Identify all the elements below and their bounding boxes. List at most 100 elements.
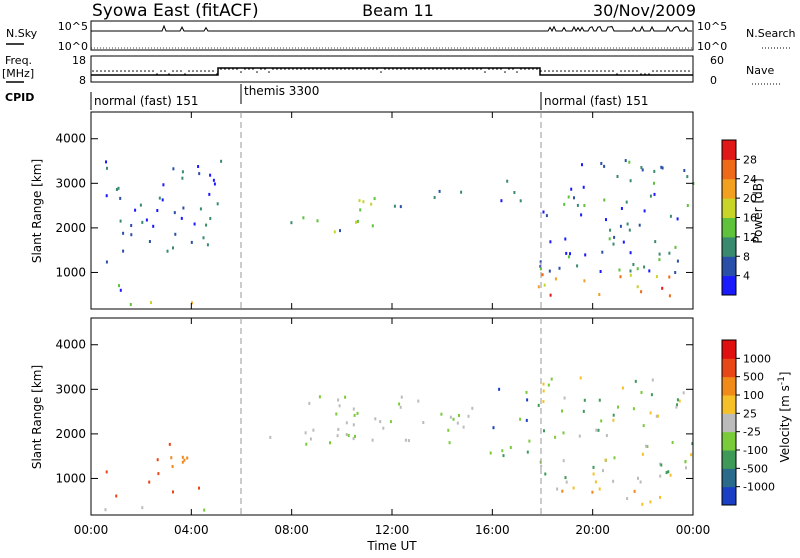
nave-dot: [308, 68, 310, 70]
colorbar-tick-label: 1000: [743, 352, 771, 365]
nave-dot: [376, 68, 378, 70]
data-cell: [690, 453, 693, 457]
data-cell: [595, 428, 598, 432]
data-cell: [582, 185, 585, 189]
data-cell: [352, 407, 355, 411]
colorbar-swatch: [722, 178, 736, 199]
data-cell: [173, 211, 176, 215]
nave-dot: [140, 70, 142, 72]
data-cell: [639, 480, 642, 484]
data-cell: [166, 249, 169, 253]
data-cell: [171, 465, 174, 468]
nave-dot: [552, 70, 554, 72]
data-cell: [592, 465, 595, 469]
nave-dot: [656, 70, 658, 72]
time-tick-label: 04:00: [174, 523, 209, 537]
nave-dot: [320, 68, 322, 70]
data-cell: [646, 445, 649, 448]
data-cell: [549, 293, 552, 297]
data-cell: [181, 170, 184, 174]
nave-dot: [496, 68, 498, 70]
colorbar-swatch: [722, 275, 736, 296]
nave-dot: [480, 68, 482, 70]
nave-dot: [592, 70, 594, 72]
nave-label: Nave: [746, 64, 774, 77]
data-cell: [554, 435, 557, 439]
nave-dot: [128, 70, 130, 72]
data-cell: [513, 191, 516, 194]
data-cell: [333, 230, 336, 234]
nave-dot: [428, 68, 430, 70]
nave-dot: [516, 71, 518, 73]
data-cell: [526, 450, 529, 454]
data-cell: [619, 224, 622, 228]
colorbar-tick-label: 500: [743, 371, 764, 384]
data-cell: [182, 206, 185, 210]
nave-dot: [644, 73, 646, 75]
nave-dot: [452, 68, 454, 70]
nave-dot: [396, 68, 398, 70]
data-cell: [150, 301, 152, 305]
data-cell: [489, 451, 492, 455]
data-cell: [206, 243, 209, 247]
nave-dot: [164, 70, 166, 72]
data-cell: [613, 235, 616, 239]
data-cell: [542, 400, 545, 404]
data-cell: [671, 441, 674, 444]
data-cell: [337, 398, 340, 402]
data-cell: [564, 476, 567, 480]
nave-dot: [352, 68, 354, 70]
nave-dot: [572, 70, 574, 72]
nave-dot: [628, 70, 630, 72]
data-cell: [657, 414, 659, 418]
data-cell: [582, 409, 585, 413]
data-cell: [668, 251, 671, 255]
colorbar-swatch: [722, 450, 736, 469]
nave-dot: [564, 70, 566, 72]
data-cell: [373, 197, 376, 201]
data-cell: [205, 223, 208, 227]
data-cell: [542, 382, 545, 386]
nave-dot: [424, 68, 426, 70]
power-panel: 1000 2000 3000 4000 Slant Range [km]: [30, 111, 695, 310]
nave-dot: [612, 70, 614, 72]
data-cell: [170, 456, 173, 460]
nave-dot: [444, 68, 446, 70]
data-cell: [407, 439, 410, 443]
data-cell: [398, 402, 401, 406]
nave-dot: [688, 70, 690, 72]
nave-dot: [312, 68, 314, 70]
data-cell: [629, 251, 632, 255]
data-cell: [213, 182, 216, 186]
data-cell: [669, 214, 672, 218]
nave-dot: [160, 70, 162, 72]
data-cell: [374, 417, 377, 421]
colorbar-swatch: [722, 217, 736, 238]
data-cell: [613, 456, 616, 460]
data-cell: [658, 252, 661, 256]
data-cell: [583, 204, 586, 207]
data-cell: [190, 240, 193, 244]
nave-dot: [112, 70, 114, 72]
data-cell: [542, 389, 545, 393]
data-cell: [592, 472, 595, 476]
nave-dot: [448, 68, 450, 70]
data-cell: [579, 376, 582, 380]
data-cell: [389, 420, 392, 424]
nave-dot: [156, 73, 158, 75]
nave-dot: [252, 68, 254, 70]
nave-dot: [440, 68, 442, 70]
freq-unit-label: [MHz]: [2, 67, 34, 80]
nave-dot: [104, 70, 106, 72]
nave-dot: [436, 68, 438, 70]
data-cell: [642, 424, 645, 428]
nave-dot: [412, 68, 414, 70]
data-cell: [626, 497, 629, 501]
nave-dot: [672, 70, 674, 72]
data-cell: [621, 386, 624, 390]
data-cell: [400, 395, 403, 399]
nave-dot: [416, 68, 418, 70]
nave-dot: [600, 70, 602, 72]
data-cell: [356, 219, 359, 223]
data-cell: [506, 179, 509, 183]
